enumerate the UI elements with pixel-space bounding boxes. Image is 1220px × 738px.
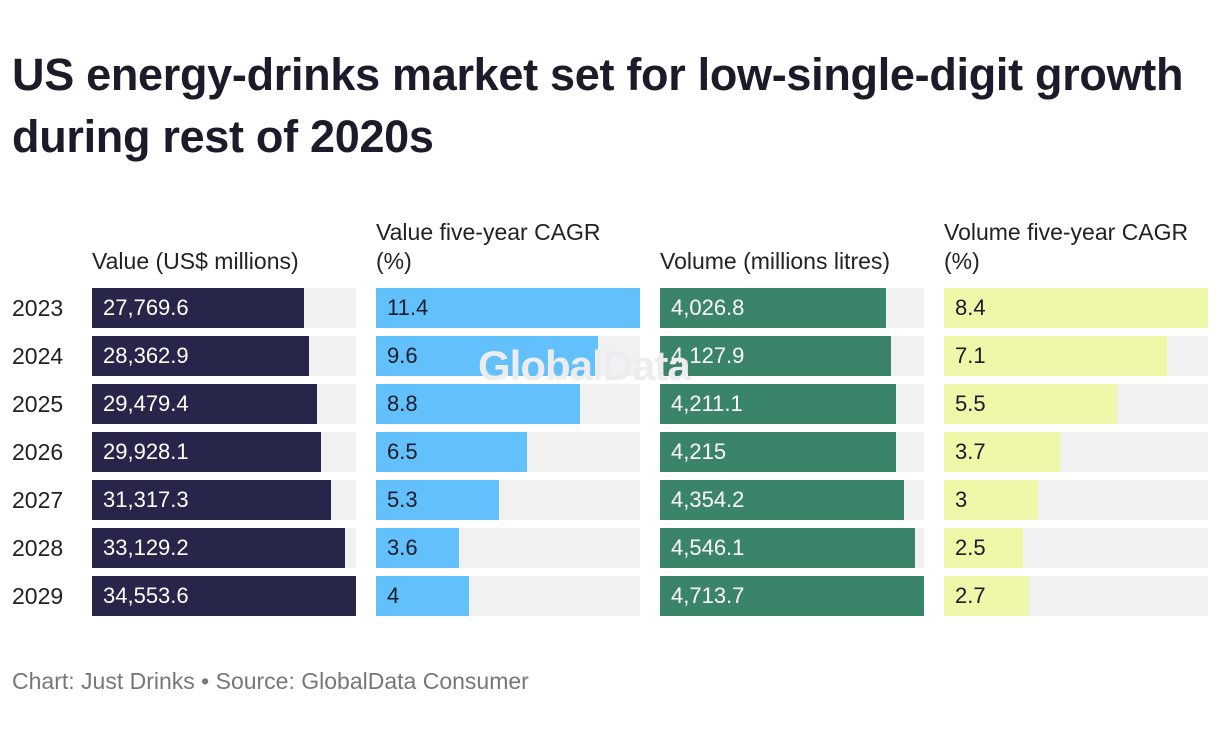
bar-track: 33,129.2 xyxy=(92,528,356,568)
data-label: 4 xyxy=(387,583,400,608)
bar-value-us-millions-2023 xyxy=(92,288,305,328)
data-label: 4,546.1 xyxy=(671,535,745,560)
data-label: 4,354.2 xyxy=(671,487,745,512)
bar-track: 4,215 xyxy=(660,432,924,472)
data-label: 33,129.2 xyxy=(103,535,189,560)
bar-track: 5.3 xyxy=(376,480,640,520)
row-label-2024: 2024 xyxy=(12,343,64,369)
data-label: 2.5 xyxy=(955,535,986,560)
bar-value-us-millions-2026 xyxy=(92,432,321,472)
bar-track: 4,026.8 xyxy=(660,288,924,328)
data-label: 27,769.6 xyxy=(103,295,189,320)
bar-track: 4 xyxy=(376,576,640,616)
bar-volume-millions-litres-2026 xyxy=(660,432,897,472)
data-label: 29,928.1 xyxy=(103,439,189,464)
chart-source-footer: Chart: Just Drinks • Source: GlobalData … xyxy=(12,668,529,694)
bar-volume-millions-litres-2027 xyxy=(660,480,904,520)
data-label: 4,127.9 xyxy=(671,343,745,368)
data-label: 9.6 xyxy=(387,343,418,368)
row-label-2027: 2027 xyxy=(12,487,64,513)
data-label: 4,211.1 xyxy=(671,391,743,416)
column-header-volume-five-year-cagr: Volume five-year CAGR (%) xyxy=(944,219,1189,274)
bar-track: 2.5 xyxy=(944,528,1208,568)
column-header-value-us-millions: Value (US$ millions) xyxy=(92,248,299,274)
bar-value-us-millions-2029 xyxy=(92,576,356,616)
bar-track: 34,553.6 xyxy=(92,576,356,616)
bar-volume-five-year-cagr-2026 xyxy=(944,432,1061,472)
bar-value-five-year-cagr-2026 xyxy=(376,432,527,472)
data-label: 5.3 xyxy=(387,487,418,512)
bar-track: 4,354.2 xyxy=(660,480,924,520)
bar-track: 29,928.1 xyxy=(92,432,356,472)
bar-track: 4,713.7 xyxy=(660,576,924,616)
bar-track: 31,317.3 xyxy=(92,480,356,520)
bar-volume-five-year-cagr-2023 xyxy=(944,288,1208,328)
data-label: 4,026.8 xyxy=(671,295,745,320)
bar-volume-millions-litres-2028 xyxy=(660,528,915,568)
data-label: 3.6 xyxy=(387,535,418,560)
bar-volume-five-year-cagr-2025 xyxy=(944,384,1117,424)
data-label: 34,553.6 xyxy=(103,583,189,608)
column-header-volume-millions-litres: Volume (millions litres) xyxy=(660,248,891,274)
row-label-2026: 2026 xyxy=(12,439,64,465)
bar-value-us-millions-2028 xyxy=(92,528,346,568)
bar-track: 3.7 xyxy=(944,432,1208,472)
data-label: 3.7 xyxy=(955,439,986,464)
data-label: 11.4 xyxy=(387,295,429,320)
bar-volume-millions-litres-2024 xyxy=(660,336,892,376)
bar-value-five-year-cagr-2023 xyxy=(376,288,640,328)
bar-track: 7.1 xyxy=(944,336,1208,376)
bar-track: 4,211.1 xyxy=(660,384,924,424)
bar-track: 11.4 xyxy=(376,288,640,328)
bar-volume-five-year-cagr-2024 xyxy=(944,336,1168,376)
bar-value-us-millions-2027 xyxy=(92,480,332,520)
data-label: 31,317.3 xyxy=(103,487,189,512)
bar-track: 29,479.4 xyxy=(92,384,356,424)
bar-volume-five-year-cagr-2028 xyxy=(944,528,1023,568)
data-label: 8.4 xyxy=(955,295,986,320)
bar-track: 6.5 xyxy=(376,432,640,472)
bar-value-five-year-cagr-2029 xyxy=(376,576,469,616)
bar-track: 8.8 xyxy=(376,384,640,424)
data-label: 4,215 xyxy=(671,439,727,464)
data-label: 5.5 xyxy=(955,391,986,416)
row-label-2029: 2029 xyxy=(12,583,64,609)
bar-track: 4,127.9 xyxy=(660,336,924,376)
data-label: 6.5 xyxy=(387,439,418,464)
data-label: 29,479.4 xyxy=(103,391,189,416)
data-label: 2.7 xyxy=(955,583,986,608)
bar-value-five-year-cagr-2025 xyxy=(376,384,580,424)
bar-volume-five-year-cagr-2027 xyxy=(944,480,1039,520)
data-label: 28,362.9 xyxy=(103,343,189,368)
bar-value-five-year-cagr-2024 xyxy=(376,336,599,376)
row-label-2028: 2028 xyxy=(12,535,64,561)
bar-volume-millions-litres-2023 xyxy=(660,288,886,328)
data-label: 4,713.7 xyxy=(671,583,745,608)
bar-track: 9.6 xyxy=(376,336,640,376)
bar-track: 27,769.6 xyxy=(92,288,356,328)
bar-track: 3 xyxy=(944,480,1208,520)
data-label: 7.1 xyxy=(955,343,986,368)
bar-value-us-millions-2024 xyxy=(92,336,309,376)
row-label-2025: 2025 xyxy=(12,391,64,417)
bar-track: 5.5 xyxy=(944,384,1208,424)
bar-volume-five-year-cagr-2029 xyxy=(944,576,1029,616)
bar-track: 28,362.9 xyxy=(92,336,356,376)
bar-value-five-year-cagr-2027 xyxy=(376,480,499,520)
data-label: 3 xyxy=(955,487,968,512)
bar-value-five-year-cagr-2028 xyxy=(376,528,460,568)
bar-track: 3.6 xyxy=(376,528,640,568)
bar-track: 2.7 xyxy=(944,576,1208,616)
bar-value-us-millions-2025 xyxy=(92,384,318,424)
bar-volume-millions-litres-2029 xyxy=(660,576,924,616)
row-label-2023: 2023 xyxy=(12,295,64,321)
bar-track: 4,546.1 xyxy=(660,528,924,568)
bar-track: 8.4 xyxy=(944,288,1208,328)
data-label: 8.8 xyxy=(387,391,418,416)
column-header-value-five-year-cagr: Value five-year CAGR (%) xyxy=(376,219,601,274)
bar-volume-millions-litres-2025 xyxy=(660,384,896,424)
chart-title: US energy-drinks market set for low-sing… xyxy=(12,49,1184,162)
